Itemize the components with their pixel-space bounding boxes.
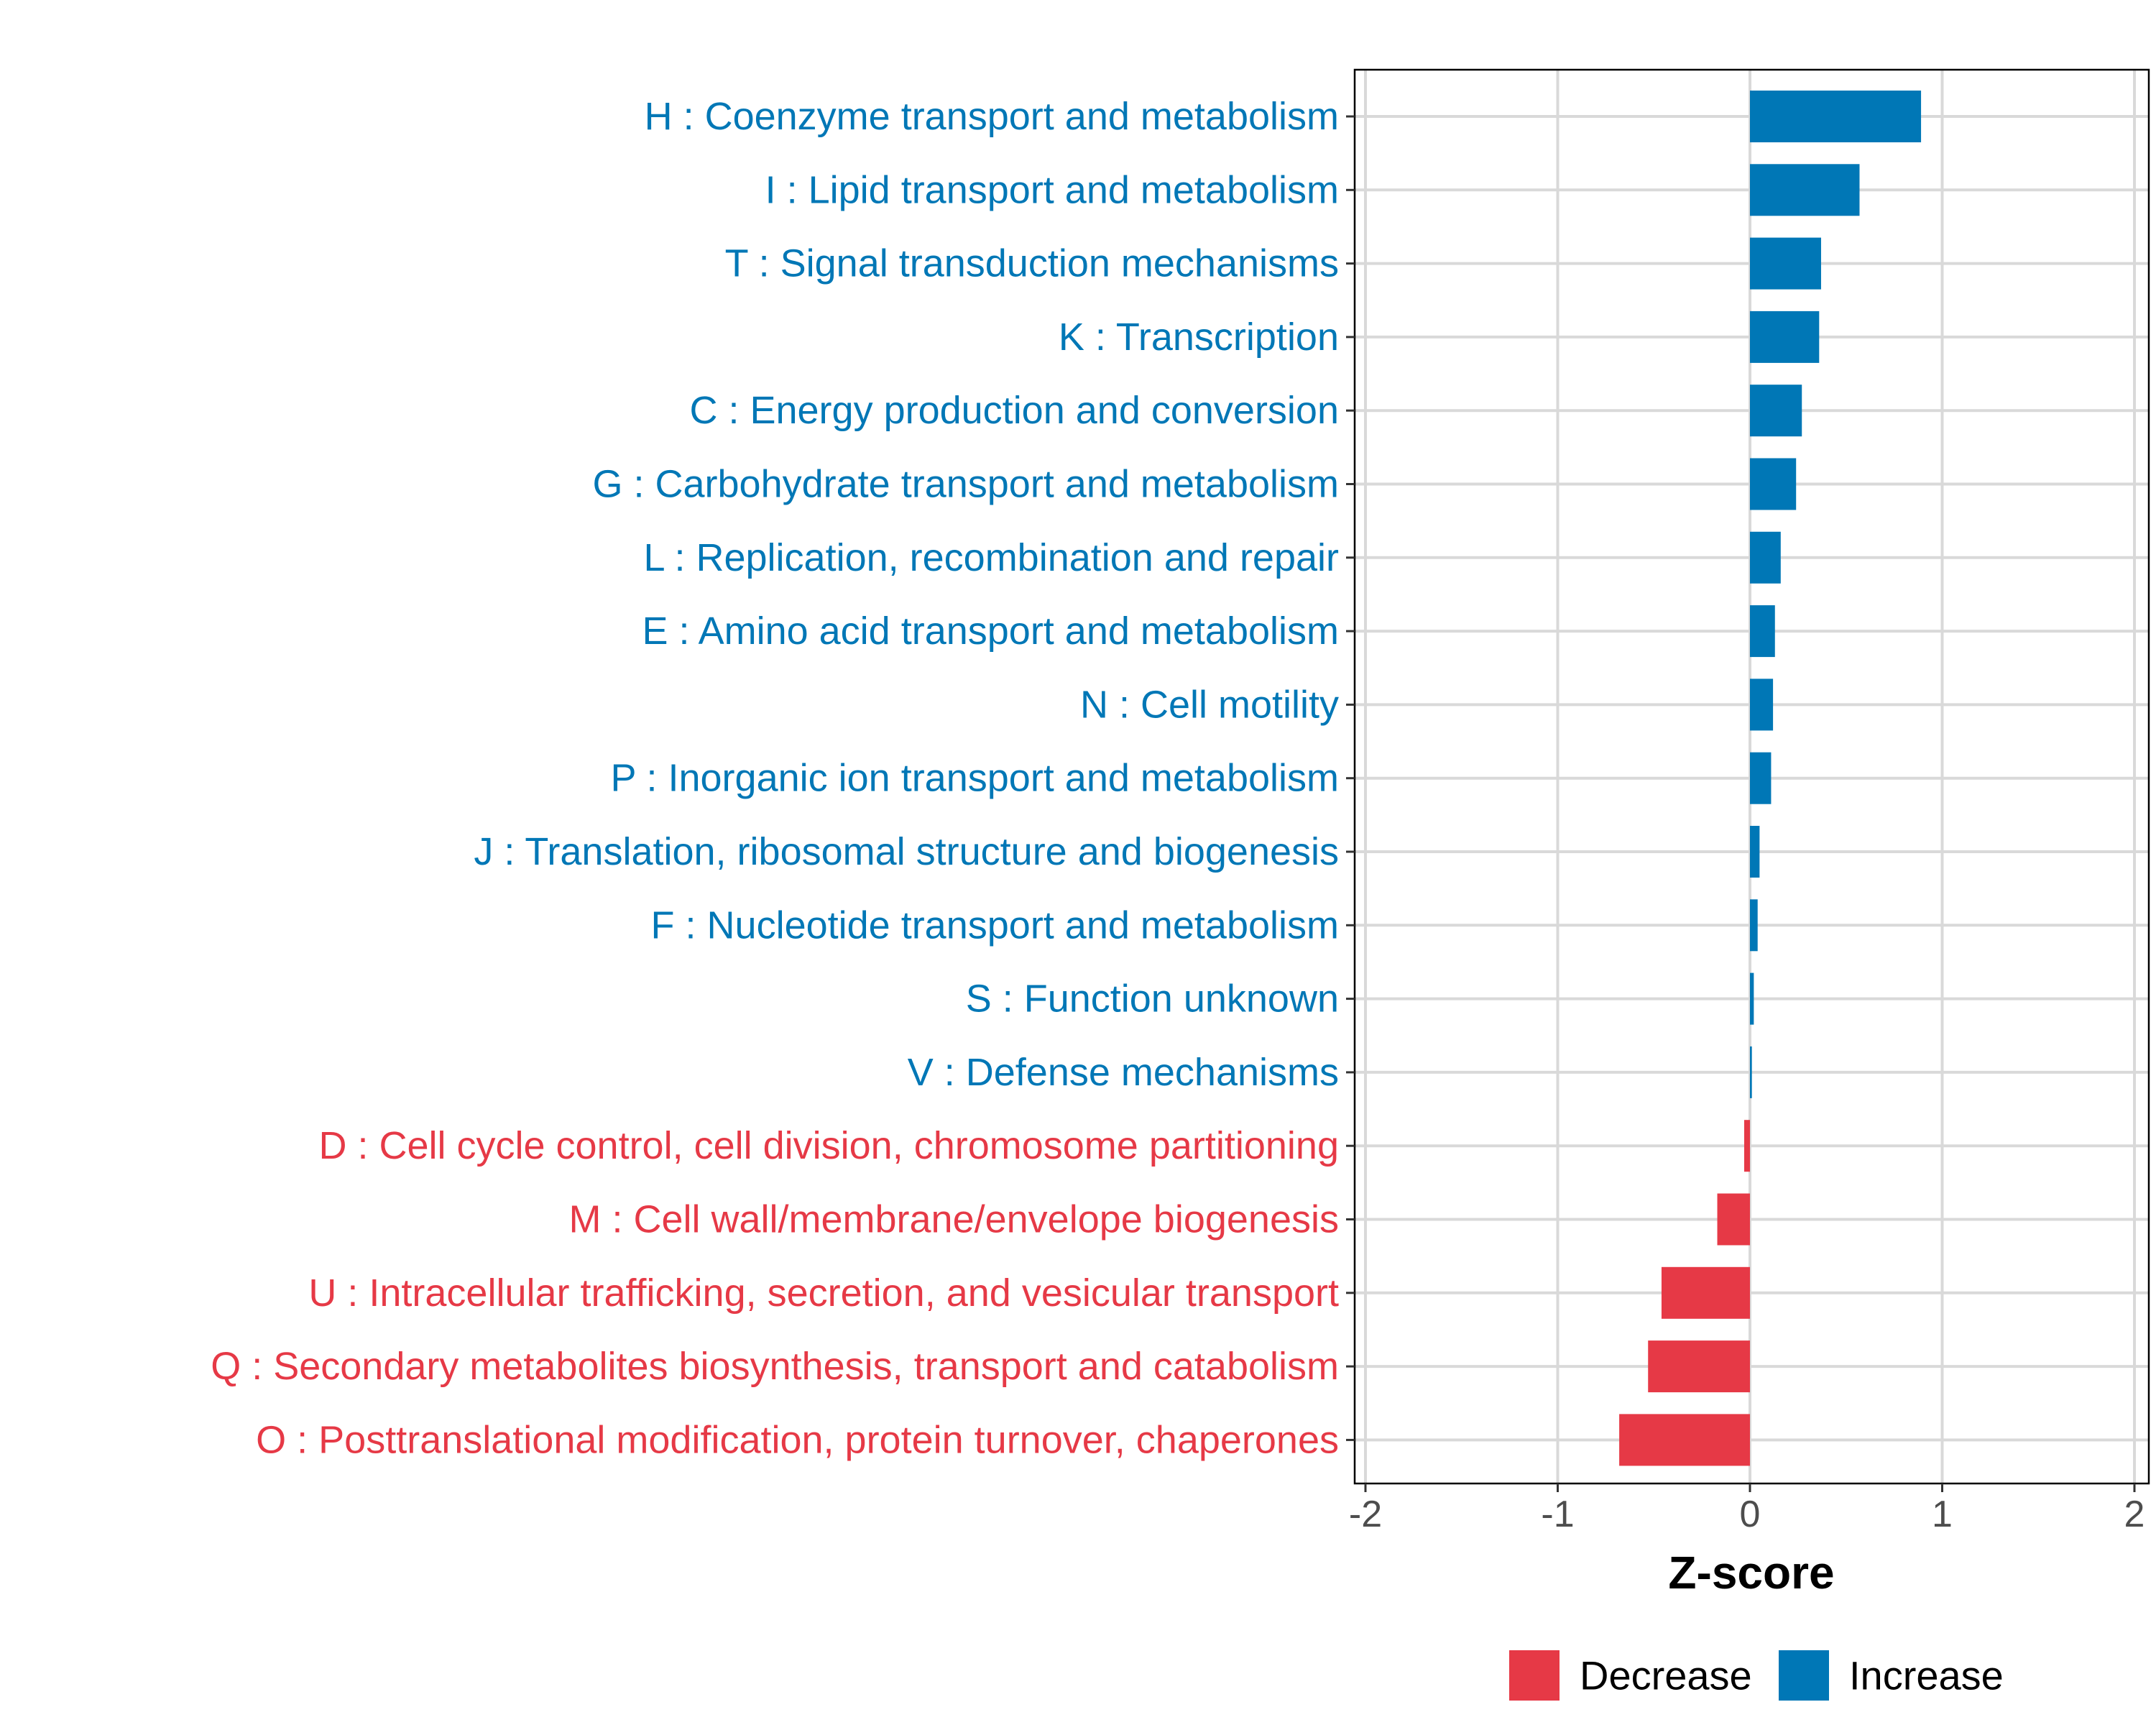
y-tick-label: U : Intracellular trafficking, secretion… — [308, 1271, 1339, 1315]
y-tick-label: D : Cell cycle control, cell division, c… — [318, 1124, 1339, 1167]
bar — [1750, 678, 1774, 731]
bar — [1750, 605, 1775, 658]
bar — [1750, 1046, 1752, 1098]
bar — [1743, 1120, 1750, 1172]
y-tick-label: I : Lipid transport and metabolism — [765, 168, 1339, 211]
y-tick-label: G : Carbohydrate transport and metabolis… — [593, 463, 1340, 506]
y-tick-label: Q : Secondary metabolites biosynthesis, … — [211, 1345, 1339, 1388]
legend-swatch-increase — [1779, 1650, 1829, 1701]
bar — [1750, 899, 1758, 952]
y-tick-label: K : Transcription — [1059, 316, 1339, 359]
bar — [1750, 164, 1860, 216]
y-tick-label: F : Nucleotide transport and metabolism — [651, 903, 1339, 947]
bar — [1619, 1414, 1750, 1466]
y-tick-label: M : Cell wall/membrane/envelope biogenes… — [568, 1198, 1339, 1241]
plot-panel-border — [1353, 68, 2150, 1485]
y-tick-label: S : Function unknown — [966, 978, 1339, 1021]
bar — [1717, 1193, 1750, 1246]
y-tick-label: V : Defense mechanisms — [908, 1051, 1339, 1094]
legend-swatch-decrease — [1509, 1650, 1560, 1701]
y-tick-label: P : Inorganic ion transport and metaboli… — [610, 757, 1339, 800]
y-axis-ticks — [1346, 115, 1355, 1441]
x-tick-label: 2 — [2124, 1494, 2145, 1535]
y-tick-label: J : Translation, ribosomal structure and… — [474, 830, 1339, 873]
y-tick-label: T : Signal transduction mechanisms — [725, 242, 1339, 285]
legend-label-increase: Increase — [1849, 1653, 2004, 1698]
legend: Decrease Increase — [1509, 1650, 2004, 1701]
bar — [1750, 458, 1797, 510]
x-tick-label: -2 — [1349, 1494, 1382, 1535]
bars — [1619, 91, 1922, 1466]
y-tick-label: E : Amino acid transport and metabolism — [642, 610, 1339, 653]
bar — [1750, 310, 1820, 363]
bar — [1750, 91, 1922, 142]
y-tick-label: H : Coenzyme transport and metabolism — [645, 95, 1339, 138]
legend-label-decrease: Decrease — [1580, 1653, 1752, 1698]
x-tick-label: -1 — [1541, 1494, 1574, 1535]
bar — [1750, 972, 1754, 1025]
x-tick-label: 1 — [1932, 1494, 1953, 1535]
bar — [1750, 826, 1760, 878]
y-tick-label: L : Replication, recombination and repai… — [643, 536, 1339, 579]
y-tick-label: N : Cell motility — [1080, 683, 1339, 726]
bar — [1750, 531, 1781, 584]
bar — [1750, 385, 1802, 437]
x-axis-title: Z-score — [1668, 1547, 1834, 1598]
bar — [1648, 1340, 1750, 1393]
y-axis-labels: H : Coenzyme transport and metabolism I :… — [211, 95, 1339, 1461]
x-tick-label: 0 — [1740, 1494, 1761, 1535]
x-axis-ticks: -2 -1 0 1 2 — [1349, 1484, 2145, 1535]
bar — [1661, 1266, 1750, 1319]
bar — [1750, 752, 1772, 804]
bar — [1750, 237, 1821, 290]
y-tick-label: O : Posttranslational modification, prot… — [256, 1418, 1339, 1461]
y-tick-label: C : Energy production and conversion — [689, 389, 1339, 432]
